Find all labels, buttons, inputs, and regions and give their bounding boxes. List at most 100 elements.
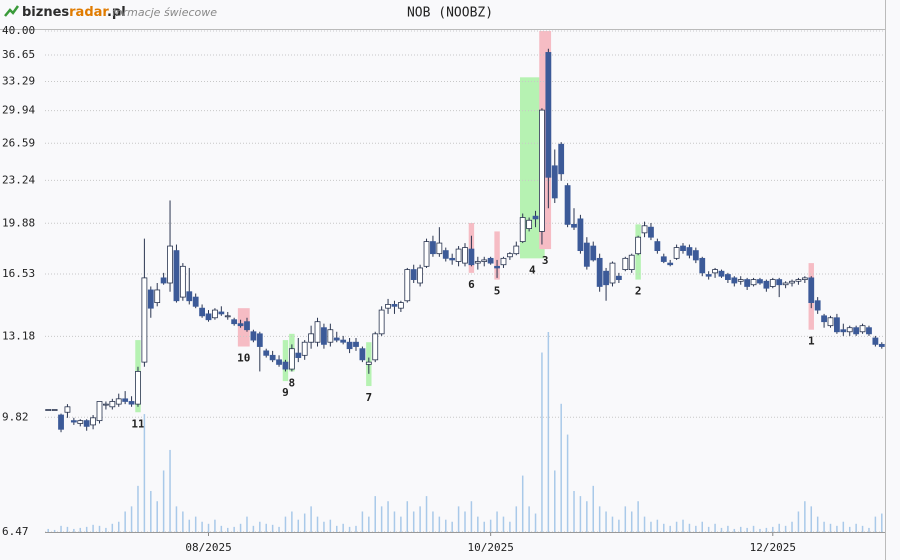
volume-bar [98,525,101,532]
candle-body [179,265,186,298]
candle-body [763,280,770,289]
y-tick-label: 9.82 [2,410,29,423]
candle-body [410,269,417,280]
volume-bar [521,475,524,532]
volume-bar [784,525,787,532]
volume-bar [554,470,556,532]
candle-body [660,256,667,262]
candle-body [846,327,853,333]
candle-body [526,219,533,229]
volume-bar [162,470,165,532]
volume-bar [643,516,646,532]
candle-body [282,361,289,370]
candle-body [577,218,584,252]
candle-body [821,315,827,323]
volume-bar [515,506,518,532]
candle-body [218,311,225,315]
volume-bar [778,523,780,532]
volume-bar [438,516,441,532]
volume-bar [105,527,107,532]
volume-bar [137,485,139,532]
y-tick-label: 29.94 [2,104,35,117]
candle-body [718,270,725,277]
volume-bar [534,513,537,532]
candle-body [455,248,462,262]
candle-body [795,279,802,282]
candle-body [699,257,706,274]
candle-body [705,274,712,277]
candle-body [186,291,193,302]
volume-bar [701,521,704,532]
candle-body [564,185,571,225]
candle-body [776,279,783,286]
candle-body [160,277,167,284]
candle-body [141,277,148,363]
volume-bar [85,526,88,532]
candle-body [288,348,295,370]
volume-bar [714,523,716,532]
x-tick-label: 10/2025 [467,541,513,554]
volume-bar [73,528,75,532]
y-tick-label: 19.88 [2,216,35,229]
volume-bar [759,528,761,532]
pattern-label: 8 [289,376,296,389]
candle-body [635,236,642,255]
candle-body [680,245,686,252]
volume-bar [130,506,133,532]
volume-bar [348,526,351,532]
volume-bar [836,525,838,532]
candle-body [853,327,860,335]
volume-bar [650,521,652,532]
candle-body [859,325,866,333]
pattern-zone [494,231,500,280]
candle-body [122,398,129,402]
volume-bar [874,516,877,532]
candle-body [814,300,821,311]
volume-bar [156,501,158,532]
candle-body [244,321,250,331]
volume-bar [881,513,883,532]
pattern-zone [237,308,250,347]
x-tick-label: 08/2025 [185,541,231,554]
candle-body [596,257,603,287]
logo-accent: radar [69,5,109,20]
candle-body [109,401,116,408]
candle-body [468,248,475,266]
candle-body [378,309,385,335]
volume-bar [810,506,813,532]
candle-body [385,304,391,309]
volume-bar [374,496,376,532]
volume-bar [489,519,492,532]
candle-body [154,289,161,303]
candle-body [474,261,481,264]
candle-body [686,247,693,256]
volume-bar [797,511,800,532]
candle-body [295,352,302,358]
pattern-label: 4 [529,263,536,276]
candle-body [128,401,135,405]
volume-bar [297,519,300,532]
candle-body [404,269,411,302]
volume-bar [246,516,248,532]
candle-body [782,282,789,286]
volume-bar [509,521,511,532]
candle-body [147,289,154,309]
candle-body [609,262,616,284]
volume-bar [842,521,845,532]
candle-body [545,52,552,178]
candle-body [615,275,622,280]
candle-body [692,250,699,261]
candle-body [314,321,321,343]
candle-body [494,265,500,269]
volume-bar [733,528,736,532]
candle-body [513,245,520,255]
x-tick-label: 12/2025 [750,541,796,554]
candle-body [90,417,96,426]
volume-bar [303,513,306,532]
volume-bar [445,519,447,532]
candle-body [442,250,449,259]
subtitle: formacje świecowe [112,6,217,19]
volume-bar [695,525,697,532]
candle-body [333,337,340,341]
volume-bar [688,523,691,532]
